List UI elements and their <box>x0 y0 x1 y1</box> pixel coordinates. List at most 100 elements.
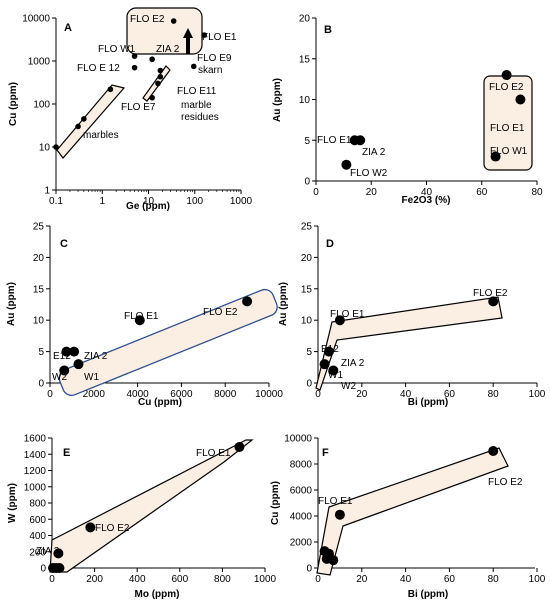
x-tick-label: 0.1 <box>49 196 63 207</box>
data-point <box>488 296 499 307</box>
data-point <box>131 64 138 71</box>
y-tick-label: 20 <box>33 253 45 264</box>
y-tick-label: 6000 <box>290 486 313 497</box>
panel-f: 0 20 40 60 80 100 0 2000 4000 6000 8000 10000 Bi (pp… <box>270 434 546 601</box>
y-tick-label: 1000 <box>28 57 51 68</box>
y-tick-label: 20 <box>299 14 311 25</box>
data-point <box>61 346 72 357</box>
x-tick-label: 0 <box>313 187 319 198</box>
x-tick-label: 200 <box>86 574 103 585</box>
y-axis-label: Au (ppm) <box>278 282 289 326</box>
x-tick-label: 20 <box>366 187 378 198</box>
point-annotation: ZIA 2 <box>84 351 108 362</box>
y-tick-label: 0 <box>40 564 46 575</box>
y-tick-label: 1000 <box>24 482 47 493</box>
point-annotation: FLO E1 <box>330 309 365 320</box>
point-annotation: ZIA 2 <box>156 44 180 55</box>
panel-letter: B <box>324 24 332 36</box>
x-tick-label: 8000 <box>214 389 237 400</box>
data-point <box>59 365 70 376</box>
x-tick-label: 400 <box>129 574 146 585</box>
data-point <box>355 135 366 146</box>
point-annotation: marbles <box>83 130 119 141</box>
x-tick-label: 100 <box>186 196 203 207</box>
panel-e: 0 200 400 600 800 1000 0 200 400 600 800 1000 1200 14… <box>7 434 277 601</box>
x-tick-label: 10000 <box>255 389 283 400</box>
point-annotation: FLO E2 <box>203 307 238 318</box>
x-axis-label: Bi (ppm) <box>408 397 449 408</box>
x-tick-label: 600 <box>171 574 188 585</box>
data-point <box>149 94 155 101</box>
data-point <box>190 63 197 70</box>
x-tick-label: 6000 <box>170 389 193 400</box>
data-point <box>131 53 138 59</box>
data-point <box>201 32 207 38</box>
panel-letter: F <box>322 447 329 459</box>
x-tick-label: 1 <box>99 196 105 207</box>
skarn-arrow-head <box>183 28 193 38</box>
x-tick-label: 800 <box>214 574 231 585</box>
panel-letter: D <box>326 238 334 250</box>
panel-d: 0 20 40 60 80 100 0 5 10 15 20 25 Bi (ppm) Au (ppm) D F… <box>278 222 546 409</box>
y-axis-label: Cu (ppm) <box>8 82 19 126</box>
point-annotation: FLO E2 <box>473 288 508 299</box>
data-point <box>488 446 499 456</box>
y-axis-label: W (ppm) <box>7 483 18 523</box>
point-annotation: FLO E9 <box>197 53 232 64</box>
point-annotation: FLO E2 <box>488 477 523 488</box>
data-point <box>53 548 64 559</box>
point-annotation: ZIA 2 <box>36 546 60 557</box>
x-tick-label: 60 <box>444 574 456 585</box>
y-axis-label: Au (ppm) <box>272 78 283 122</box>
point-annotation: marble <box>181 100 212 111</box>
skarn-arrow-shaft <box>186 36 190 54</box>
x-axis-label: Ge (ppm) <box>126 201 170 212</box>
y-tick-label: 1 <box>44 186 50 197</box>
y-tick-label: 10000 <box>284 434 312 445</box>
y-tick-label: 5 <box>304 136 310 147</box>
point-annotation: FLO E2 <box>95 523 130 534</box>
cu-au-field <box>58 288 278 396</box>
x-tick-label: 20 <box>356 574 368 585</box>
y-tick-label: 10 <box>299 95 311 106</box>
y-tick-label: 25 <box>301 222 313 233</box>
data-point <box>155 80 161 87</box>
panel-c: 0 2000 4000 6000 8000 10000 0 5 10 15 20 25 Cu (ppm)… <box>6 222 283 409</box>
data-point <box>81 116 87 122</box>
x-axis-label: Mo (ppm) <box>135 589 180 600</box>
x-axis-label: Fe2O3 (%) <box>402 195 451 206</box>
x-tick-label: 2000 <box>83 389 106 400</box>
y-tick-label: 1200 <box>24 466 47 477</box>
x-tick-label: 10 <box>143 196 155 207</box>
data-point <box>319 359 330 370</box>
y-tick-label: 600 <box>29 515 46 526</box>
y-tick-label: 800 <box>29 499 46 510</box>
y-tick-label: 4000 <box>290 512 313 523</box>
panel-letter: E <box>63 447 70 459</box>
y-tick-label: 8000 <box>290 460 313 471</box>
x-tick-label: 0 <box>315 574 321 585</box>
data-point <box>75 123 81 130</box>
point-annotation: FLO E7 <box>121 102 156 113</box>
point-annotation: FLO E1 <box>490 123 525 134</box>
point-annotation: W1 <box>328 370 343 381</box>
data-point <box>490 151 501 162</box>
point-annotation: FLO E2 <box>130 14 165 25</box>
mo-w-field <box>49 439 254 573</box>
point-annotation: W1 <box>84 372 99 383</box>
x-tick-label: 1000 <box>230 196 253 207</box>
data-point <box>328 555 339 566</box>
y-tick-label: 5 <box>306 347 312 358</box>
y-axis-label: Cu (ppm) <box>270 481 281 525</box>
y-tick-label: 5 <box>38 347 44 358</box>
y-tick-label: 1400 <box>24 450 47 461</box>
x-tick-label: 40 <box>400 574 412 585</box>
y-tick-label: 10 <box>301 316 313 327</box>
x-tick-label: 80 <box>531 187 543 198</box>
point-annotation: FLO E12 <box>317 135 357 146</box>
panel-letter: C <box>60 238 68 250</box>
y-tick-label: 10 <box>39 143 51 154</box>
point-annotation: skarn <box>198 65 222 76</box>
